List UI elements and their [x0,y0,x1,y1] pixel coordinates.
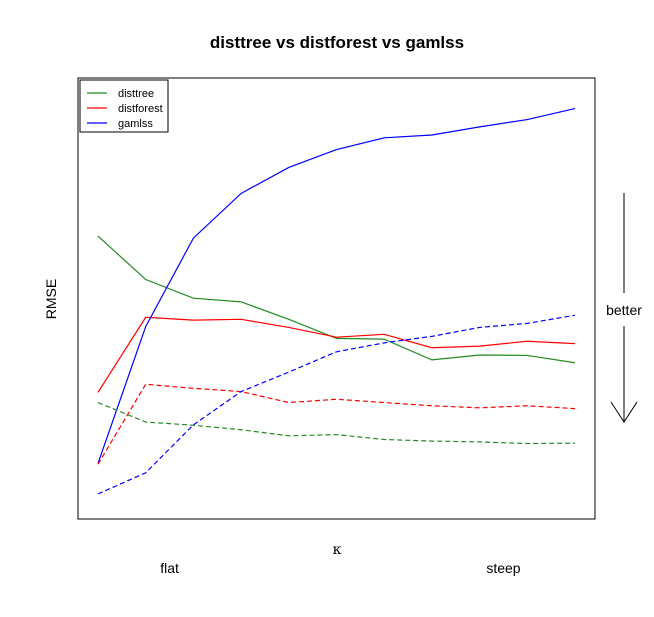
better-annotation: better [606,193,642,423]
better-label: better [606,302,642,318]
series-line-distforest-solid-1 [97,316,576,393]
series-line-unnamed-dashed-4 [97,383,576,465]
legend-label-disttree: disttree [118,88,154,100]
legend: disttree distforest gamlss [79,79,169,133]
series-line-unnamed-dashed-5 [97,314,576,495]
x-tick-label-0: flat [160,560,179,576]
legend-label-gamlss: gamlss [118,118,153,130]
legend-label-distforest: distforest [118,103,163,115]
x-tick-labels: flat steep [160,560,521,576]
series-line-gamlss-solid-2 [97,108,576,464]
series-layer [97,108,576,495]
better-arrow-head [610,401,638,423]
x-tick-label-1: steep [486,560,520,576]
y-axis-label: RMSE [43,279,59,319]
series-line-disttree-solid-0 [97,235,576,364]
chart-title: disttree vs distforest vs gamlss [210,33,464,52]
plot-frame [77,77,596,520]
series-line-unnamed-dashed-3 [97,401,576,445]
x-axis-label: κ [333,542,342,558]
